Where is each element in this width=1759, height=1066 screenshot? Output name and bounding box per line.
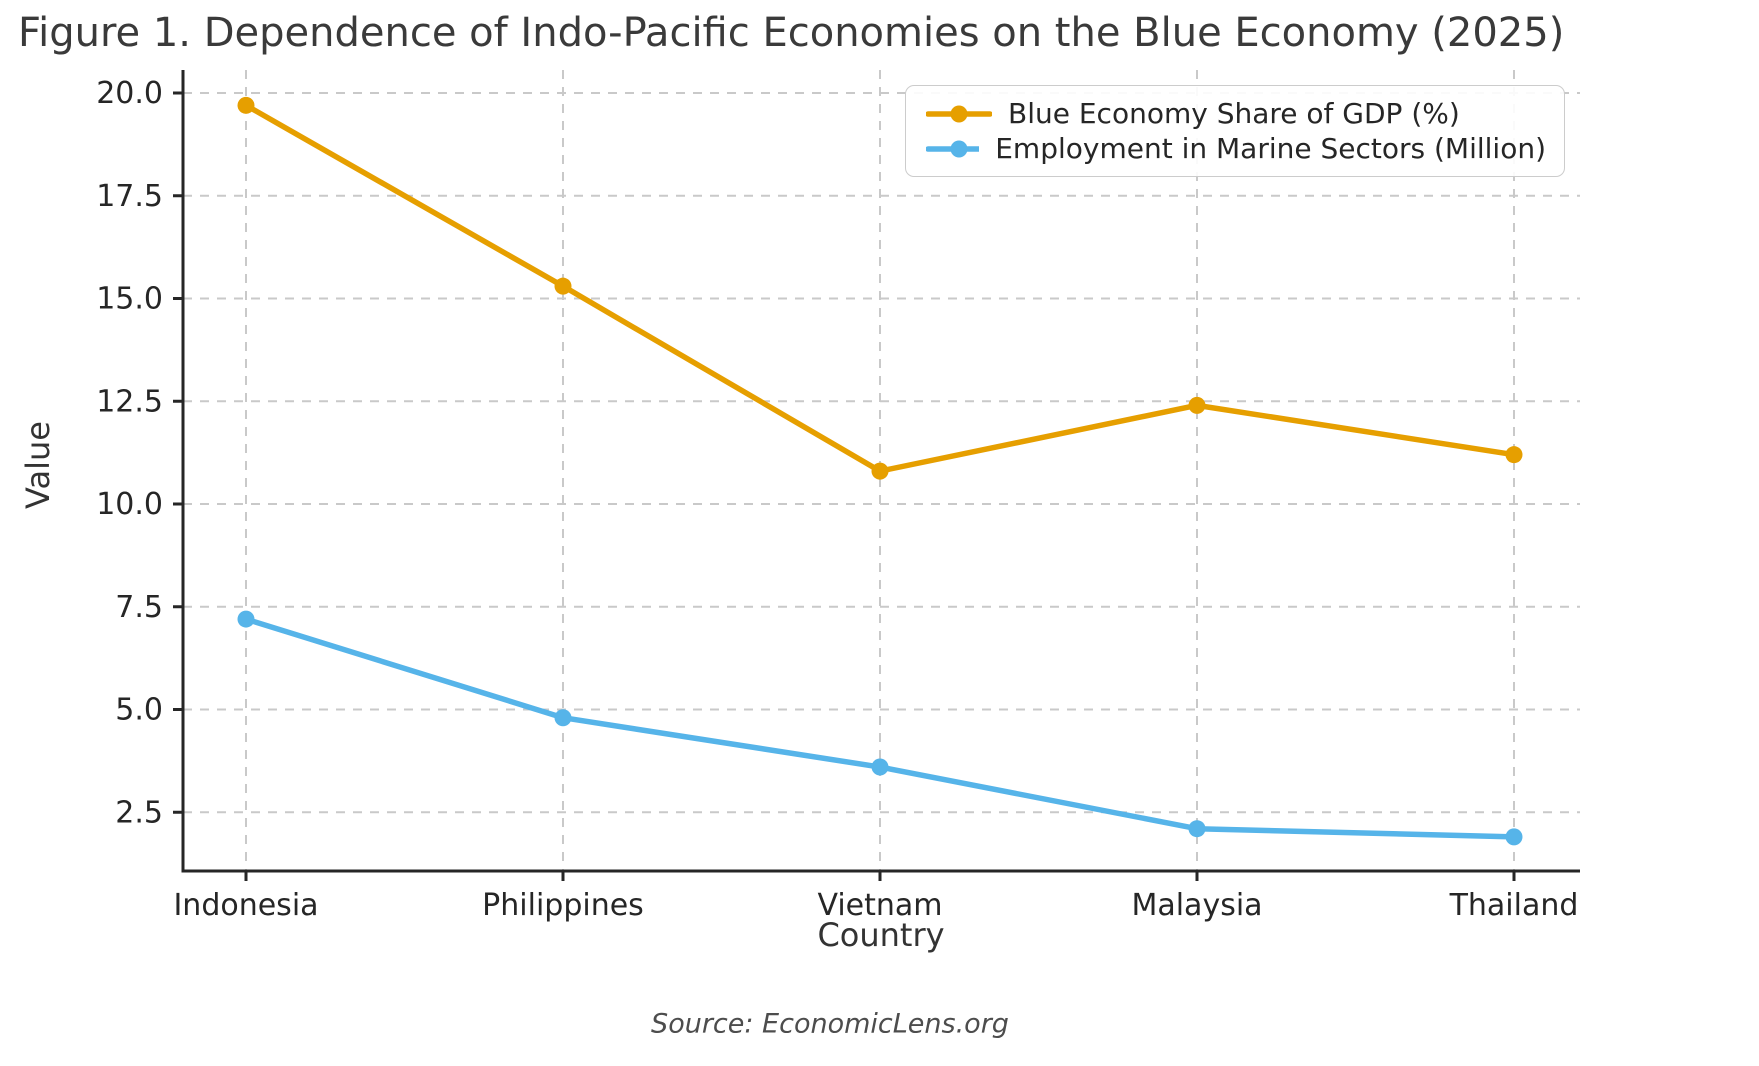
data-point-marine_employment-Philippines [554,709,572,727]
y-tick-label: 5.0 [115,693,163,728]
y-tick-label: 17.5 [96,179,163,214]
data-point-marine_employment-Indonesia [237,610,255,628]
series-gdp_share [237,96,1523,480]
data-point-gdp_share-Thailand [1505,446,1523,464]
x-tick-label: Thailand [1449,888,1579,923]
legend-line-marker-icon [926,140,980,157]
y-axis-label: Value [19,421,57,509]
x-axis-label: Country [817,916,945,954]
data-point-gdp_share-Vietnam [871,462,889,480]
y-tick-label: 10.0 [96,487,163,522]
x-tick-label: Malaysia [1131,888,1262,923]
data-point-marine_employment-Malaysia [1188,820,1206,838]
legend-label-marine_employment: Employment in Marine Sectors (Million) [995,132,1546,165]
data-point-marine_employment-Thailand [1505,828,1523,846]
legend-item-marine_employment: Employment in Marine Sectors (Million) [926,132,1546,166]
x-axis-ticks: Indonesia Philippines Vietnam Malaysia Thail… [173,871,1578,923]
chart-title: Figure 1. Dependence of Indo-Pacific Eco… [18,10,1565,56]
data-point-gdp_share-Philippines [554,277,572,295]
y-tick-label: 20.0 [96,76,163,111]
series-marine_employment [237,610,1523,846]
source-note: Source: EconomicLens.org [651,1008,1009,1040]
legend-item-gdp_share: Blue Economy Share of GDP (%) [926,97,1546,131]
y-axis-ticks: 2.5 5.0 7.5 10.0 12.5 15.0 17.5 20.0 [96,76,183,830]
data-point-marine_employment-Vietnam [871,758,889,776]
y-tick-label: 12.5 [96,384,163,419]
legend-label-gdp_share: Blue Economy Share of GDP (%) [1008,97,1460,130]
legend: Blue Economy Share of GDP (%) Employment … [905,85,1565,177]
x-tick-label: Indonesia [173,888,318,923]
data-point-gdp_share-Indonesia [237,96,255,114]
y-tick-label: 15.0 [96,282,163,317]
y-tick-label: 7.5 [115,590,163,625]
data-point-gdp_share-Malaysia [1188,396,1206,414]
x-tick-label: Philippines [482,888,644,923]
y-tick-label: 2.5 [115,795,163,830]
legend-line-marker-icon [926,105,992,122]
x-tick-label: Vietnam [817,888,942,923]
